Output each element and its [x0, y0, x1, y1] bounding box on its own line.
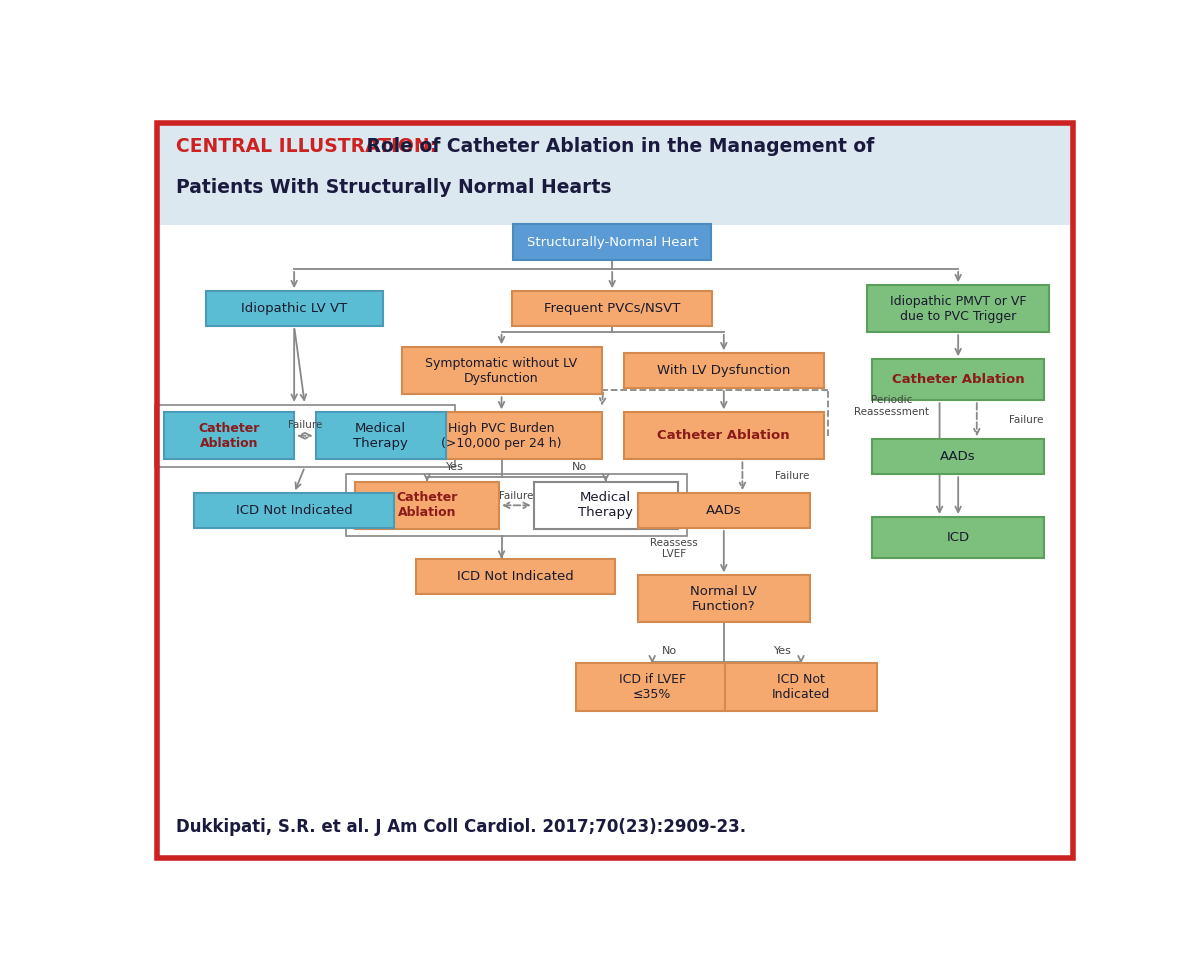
FancyBboxPatch shape [872, 439, 1044, 474]
FancyBboxPatch shape [637, 493, 810, 528]
FancyBboxPatch shape [402, 413, 601, 459]
Text: Medical
Therapy: Medical Therapy [353, 421, 408, 450]
FancyBboxPatch shape [624, 413, 823, 459]
Text: Yes: Yes [774, 647, 792, 656]
Text: ICD if LVEF
≤35%: ICD if LVEF ≤35% [619, 673, 685, 701]
Text: ICD Not Indicated: ICD Not Indicated [457, 570, 574, 583]
Text: ICD: ICD [947, 531, 970, 544]
Text: Failure: Failure [775, 471, 809, 482]
Text: ICD Not
Indicated: ICD Not Indicated [772, 673, 830, 701]
Text: Yes: Yes [445, 462, 463, 473]
Text: CENTRAL ILLUSTRATION:: CENTRAL ILLUSTRATION: [176, 137, 437, 155]
Text: Catheter Ablation: Catheter Ablation [892, 373, 1025, 386]
Text: High PVC Burden
(>10,000 per 24 h): High PVC Burden (>10,000 per 24 h) [442, 421, 562, 450]
Text: Failure: Failure [288, 420, 322, 430]
Text: Medical
Therapy: Medical Therapy [578, 491, 634, 519]
FancyBboxPatch shape [415, 558, 616, 594]
Text: With LV Dysfunction: With LV Dysfunction [658, 364, 791, 377]
FancyBboxPatch shape [514, 224, 712, 260]
Text: Failure: Failure [1009, 415, 1044, 424]
FancyBboxPatch shape [624, 353, 823, 388]
Text: Idiopathic LV VT: Idiopathic LV VT [241, 302, 347, 316]
FancyBboxPatch shape [868, 285, 1049, 332]
FancyBboxPatch shape [872, 517, 1044, 558]
FancyBboxPatch shape [402, 348, 601, 394]
Text: Symptomatic without LV
Dysfunction: Symptomatic without LV Dysfunction [426, 356, 577, 385]
Text: Frequent PVCs/NSVT: Frequent PVCs/NSVT [544, 302, 680, 316]
FancyBboxPatch shape [637, 575, 810, 622]
Text: Catheter
Ablation: Catheter Ablation [396, 491, 458, 519]
Text: Catheter Ablation: Catheter Ablation [658, 429, 790, 442]
Text: Catheter
Ablation: Catheter Ablation [198, 421, 259, 450]
FancyBboxPatch shape [534, 482, 678, 529]
FancyBboxPatch shape [355, 482, 499, 529]
FancyBboxPatch shape [316, 413, 445, 459]
Text: ICD Not Indicated: ICD Not Indicated [235, 504, 353, 517]
Text: Role of Catheter Ablation in the Management of: Role of Catheter Ablation in the Managem… [360, 137, 875, 155]
FancyBboxPatch shape [512, 291, 712, 326]
Text: No: No [572, 462, 587, 473]
Text: Patients With Structurally Normal Hearts: Patients With Structurally Normal Hearts [176, 178, 612, 197]
FancyBboxPatch shape [164, 413, 294, 459]
Text: Dukkipati, S.R. et al. J Am Coll Cardiol. 2017;70(23):2909-23.: Dukkipati, S.R. et al. J Am Coll Cardiol… [176, 818, 746, 836]
Text: Periodic
Reassessment: Periodic Reassessment [854, 395, 930, 417]
FancyBboxPatch shape [206, 291, 383, 326]
FancyBboxPatch shape [872, 359, 1044, 400]
FancyBboxPatch shape [194, 493, 394, 528]
Text: No: No [661, 647, 677, 656]
Text: AADs: AADs [706, 504, 742, 517]
Text: AADs: AADs [941, 451, 976, 463]
FancyBboxPatch shape [725, 663, 877, 711]
Text: Failure: Failure [499, 491, 534, 501]
FancyBboxPatch shape [157, 122, 1073, 225]
Text: Structurally-Normal Heart: Structurally-Normal Heart [527, 236, 698, 249]
Text: Idiopathic PMVT or VF
due to PVC Trigger: Idiopathic PMVT or VF due to PVC Trigger [890, 294, 1026, 322]
Text: Normal LV
Function?: Normal LV Function? [690, 585, 757, 613]
FancyBboxPatch shape [576, 663, 728, 711]
Text: Reassess
LVEF: Reassess LVEF [650, 538, 697, 559]
